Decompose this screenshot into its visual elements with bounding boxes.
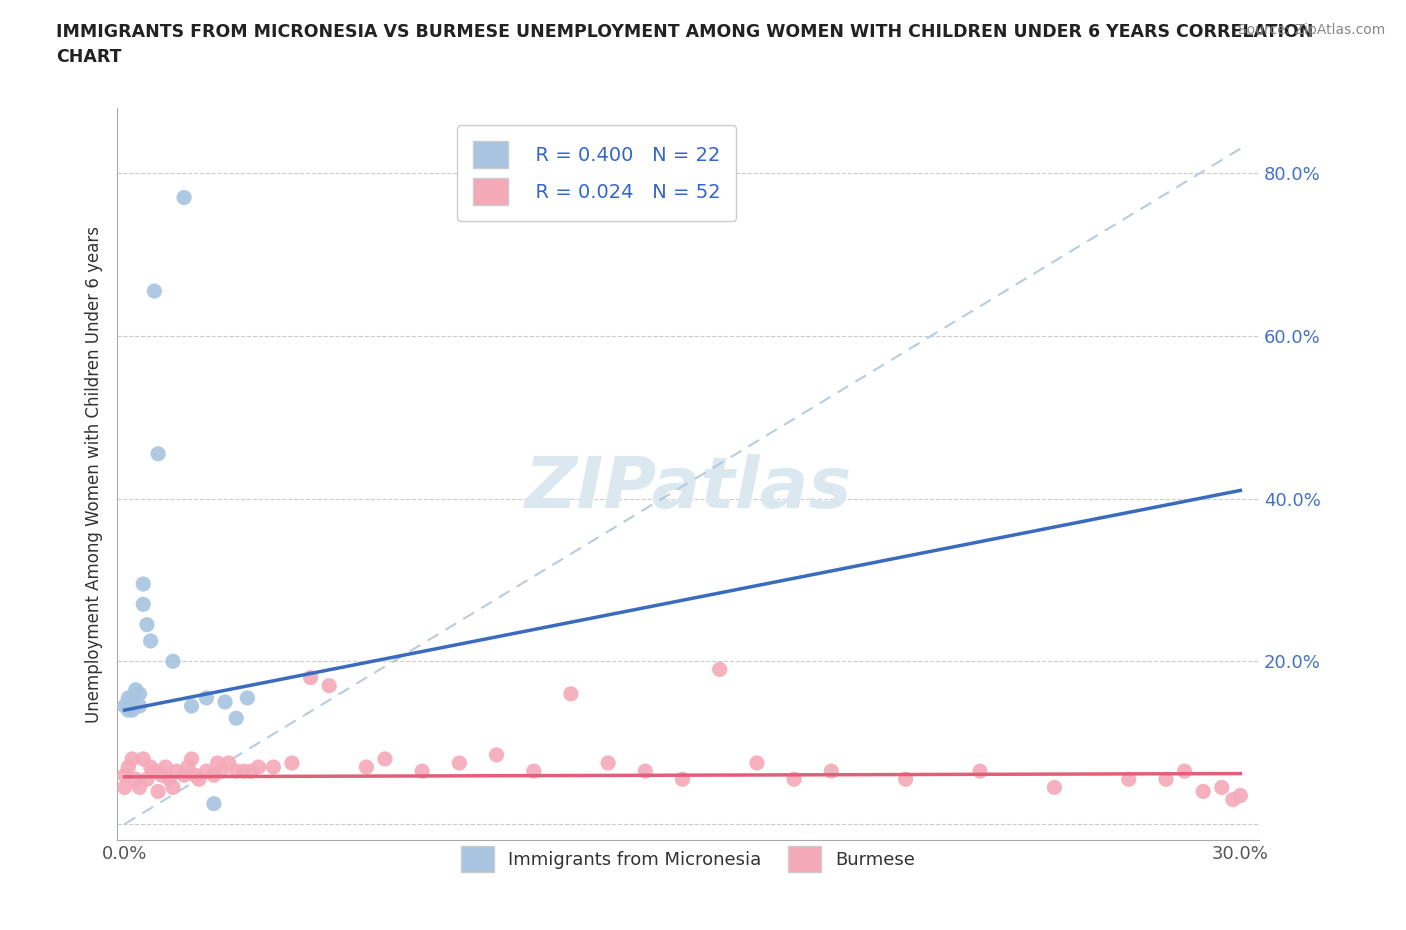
Point [671, 772, 693, 787]
Point [139, 633, 162, 648]
Point [1211, 780, 1233, 795]
Point [209, 764, 232, 778]
Point [262, 760, 284, 775]
Point [143, 284, 166, 299]
Point [146, 446, 169, 461]
Point [166, 764, 188, 778]
Point [173, 190, 195, 205]
Point [485, 748, 508, 763]
Point [121, 703, 143, 718]
Point [1174, 764, 1197, 778]
Point [150, 768, 173, 783]
Point [207, 755, 229, 770]
Point [180, 698, 202, 713]
Point [128, 698, 150, 713]
Point [1222, 792, 1244, 807]
Point [114, 768, 136, 783]
Point [136, 772, 159, 787]
Point [132, 597, 155, 612]
Point [745, 755, 768, 770]
Point [139, 760, 162, 775]
Point [162, 780, 184, 795]
Point [121, 751, 143, 766]
Point [155, 760, 177, 775]
Point [117, 760, 139, 775]
Point [1229, 788, 1251, 803]
Text: Source: ZipAtlas.com: Source: ZipAtlas.com [1237, 23, 1385, 37]
Point [202, 796, 225, 811]
Point [117, 690, 139, 705]
Y-axis label: Unemployment Among Women with Children Under 6 years: Unemployment Among Women with Children U… [86, 226, 103, 723]
Point [128, 780, 150, 795]
Text: IMMIGRANTS FROM MICRONESIA VS BURMESE UNEMPLOYMENT AMONG WOMEN WITH CHILDREN UND: IMMIGRANTS FROM MICRONESIA VS BURMESE UN… [56, 23, 1313, 66]
Point [356, 760, 378, 775]
Point [783, 772, 806, 787]
Point [1154, 772, 1177, 787]
Point [318, 678, 340, 693]
Point [449, 755, 471, 770]
Point [411, 764, 433, 778]
Legend: Immigrants from Micronesia, Burmese: Immigrants from Micronesia, Burmese [454, 839, 922, 879]
Point [188, 772, 211, 787]
Point [214, 695, 236, 710]
Point [177, 760, 200, 775]
Point [247, 760, 270, 775]
Point [1043, 780, 1066, 795]
Point [225, 711, 247, 725]
Point [820, 764, 842, 778]
Point [560, 686, 582, 701]
Point [1118, 772, 1140, 787]
Point [143, 764, 166, 778]
Point [195, 764, 218, 778]
Point [173, 768, 195, 783]
Point [1192, 784, 1215, 799]
Point [240, 764, 263, 778]
Point [180, 751, 202, 766]
Point [374, 751, 396, 766]
Point [218, 755, 240, 770]
Text: ZIPatlas: ZIPatlas [524, 454, 852, 524]
Point [146, 784, 169, 799]
Point [225, 764, 247, 778]
Point [969, 764, 991, 778]
Point [523, 764, 546, 778]
Point [125, 683, 148, 698]
Point [114, 698, 136, 713]
Point [202, 768, 225, 783]
Point [894, 772, 917, 787]
Point [281, 755, 304, 770]
Point [195, 690, 218, 705]
Point [114, 780, 136, 795]
Point [117, 703, 139, 718]
Point [598, 755, 620, 770]
Point [162, 654, 184, 669]
Point [157, 772, 180, 787]
Point [709, 662, 731, 677]
Point [132, 751, 155, 766]
Point [128, 686, 150, 701]
Point [236, 690, 259, 705]
Point [125, 772, 148, 787]
Point [132, 577, 155, 591]
Point [299, 671, 322, 685]
Point [232, 764, 254, 778]
Point [121, 690, 143, 705]
Point [136, 618, 159, 632]
Point [634, 764, 657, 778]
Point [184, 768, 207, 783]
